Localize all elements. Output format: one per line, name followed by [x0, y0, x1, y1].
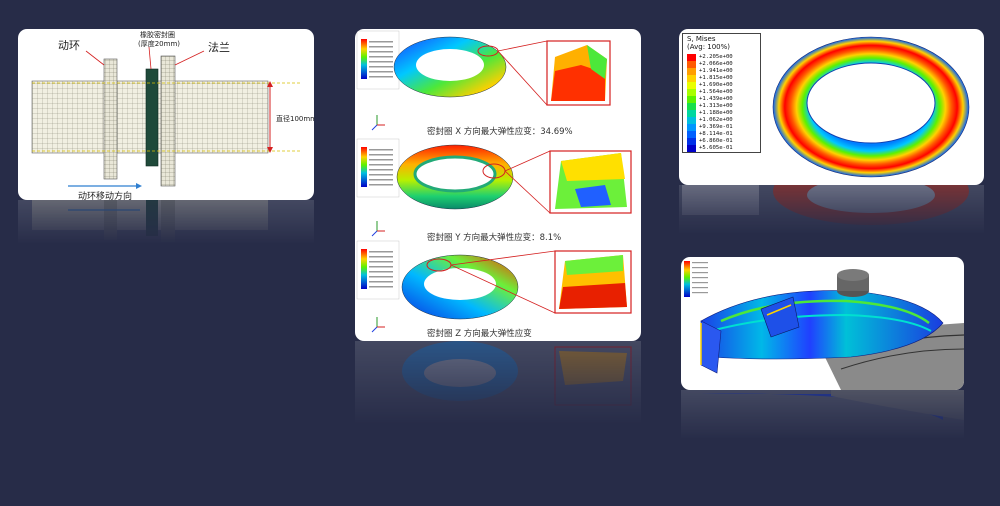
legend-row: +1.564e+00: [687, 89, 733, 96]
assembly-contour-model: [684, 261, 964, 390]
legend-subtitle: (Avg: 100%): [687, 43, 731, 51]
label-flange: 法兰: [208, 41, 230, 54]
legend-value: +1.815e+00: [699, 75, 733, 81]
card1-reflection: [18, 200, 314, 245]
legend-value: +2.205e+00: [699, 54, 733, 60]
rubber-seal: [145, 68, 159, 167]
mises-legend: S, Mises (Avg: 100%) +2.205e+00 +2.066e+0…: [682, 33, 761, 153]
legend-value: +9.369e-01: [699, 124, 733, 130]
legend-row: +1.815e+00: [687, 75, 733, 82]
caption-y-strain: 密封圈 Y 方向最大弹性应变：8.1%: [427, 233, 562, 243]
legend-row: +1.313e+00: [687, 103, 733, 110]
legend-value: +1.062e+00: [699, 117, 733, 123]
legend-swatch: [687, 124, 696, 131]
shaft-mesh-diagram: [31, 46, 300, 189]
legend-swatch: [687, 117, 696, 124]
legend-swatch: [687, 54, 696, 61]
legend-title: S, Mises: [687, 35, 716, 43]
label-motion-direction: 动环移动方向: [78, 192, 133, 200]
legend-swatch: [687, 131, 696, 138]
legend-row: +1.062e+00: [687, 117, 733, 124]
legend-row: +6.860e-01: [687, 138, 733, 145]
legend-row: +1.690e+00: [687, 82, 733, 89]
legend-swatch: [687, 75, 696, 82]
legend-value: +1.188e+00: [699, 110, 733, 116]
legend-row: +2.066e+00: [687, 61, 733, 68]
legend-swatch: [687, 68, 696, 75]
legend-value: +1.313e+00: [699, 103, 733, 109]
legend-swatch: [687, 103, 696, 110]
legend-value: +6.860e-01: [699, 138, 733, 144]
legend-value: +1.439e+00: [699, 96, 733, 102]
legend-row: +5.605e-01: [687, 145, 733, 152]
legend-row: +8.114e-01: [687, 131, 733, 138]
legend-swatch: [687, 145, 696, 152]
label-rubber-seal: 橡胶密封圈: [140, 31, 175, 39]
legend-row: +1.188e+00: [687, 110, 733, 117]
legend-scale: +2.205e+00 +2.066e+00 +1.941e+00 +1.815e+00…: [687, 54, 733, 152]
label-thickness: (厚度20mm): [138, 40, 181, 48]
caption-z-strain: 密封圈 Z 方向最大弹性应变: [427, 329, 532, 339]
card2-reflection: [355, 341, 641, 426]
seal-ring-contour: [772, 36, 970, 178]
strain-contour-panels: [356, 30, 632, 333]
legend-swatch: [687, 96, 696, 103]
model-setup-card: 动环 橡胶密封圈 (厚度20mm) 法兰 直径100mm 动环移动方向: [18, 29, 314, 200]
mises-stress-card: S, Mises (Avg: 100%) +2.205e+00 +2.066e+0…: [679, 29, 984, 185]
legend-swatch: [687, 61, 696, 68]
card4-reflection: [681, 390, 964, 440]
caption-x-strain: 密封圈 X 方向最大弹性应变：34.69%: [427, 127, 573, 137]
legend-value: +5.605e-01: [699, 145, 733, 151]
legend-value: +1.941e+00: [699, 68, 733, 74]
legend-value: +1.690e+00: [699, 82, 733, 88]
legend-swatch: [687, 82, 696, 89]
label-diameter: 直径100mm: [276, 115, 314, 123]
assembly-stress-card: [681, 257, 964, 390]
legend-row: +9.369e-01: [687, 124, 733, 131]
legend-value: +2.066e+00: [699, 61, 733, 67]
moving-ring: [103, 58, 118, 180]
legend-row: +2.205e+00: [687, 54, 733, 61]
label-moving-ring: 动环: [58, 39, 80, 52]
legend-value: +8.114e-01: [699, 131, 733, 137]
legend-row: +1.941e+00: [687, 68, 733, 75]
legend-swatch: [687, 110, 696, 117]
legend-row: +1.439e+00: [687, 96, 733, 103]
flange: [160, 55, 176, 187]
card3-reflection: [679, 185, 984, 235]
legend-swatch: [687, 138, 696, 145]
legend-swatch: [687, 89, 696, 96]
legend-value: +1.564e+00: [699, 89, 733, 95]
strain-results-card: 密封圈 X 方向最大弹性应变：34.69% 密封圈 Y 方向最大弹性应变：8.1…: [355, 29, 641, 341]
